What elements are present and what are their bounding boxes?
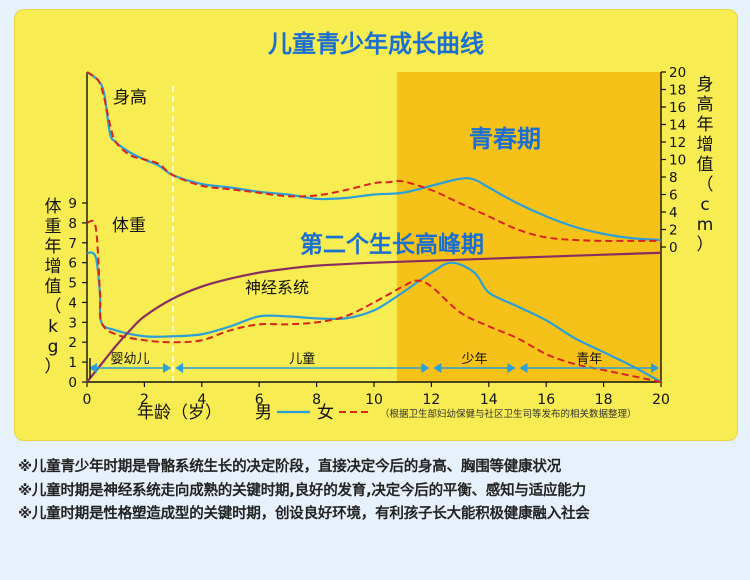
stage-arrow-left	[89, 363, 97, 373]
height-label: 身高	[113, 88, 147, 108]
x-axis-label: 年龄（岁）	[137, 403, 222, 423]
height-female-line	[86, 71, 661, 242]
y-right-label-char: ）	[697, 235, 714, 255]
y-left-tick-label: 8	[68, 216, 77, 232]
weight-label: 体重	[112, 216, 146, 236]
puberty-label: 青春期	[469, 125, 541, 153]
y-right-tick-label: 14	[669, 118, 686, 134]
y-left-label-char: （	[45, 297, 62, 317]
x-tick-label: 12	[422, 392, 440, 408]
y-right-label-char: 高	[697, 95, 714, 115]
y-right-label-char: 年	[697, 115, 714, 135]
y-right-tick-label: 4	[669, 205, 678, 221]
y-right-tick-label: 0	[669, 240, 678, 256]
y-right-tick-label: 10	[669, 153, 686, 169]
x-tick-label: 20	[652, 392, 670, 408]
y-left-tick-label: 3	[68, 315, 77, 331]
y-right-tick-label: 8	[669, 170, 678, 186]
source-note: （根据卫生部妇幼保健与社区卫生司等发布的相关数据整理）	[380, 408, 637, 420]
stage-arrow-right	[421, 363, 430, 373]
neural-label: 神经系统	[245, 278, 309, 297]
y-left-tick-label: 6	[68, 256, 77, 272]
legend-female-label: 女	[317, 403, 334, 423]
stage-arrow-left	[519, 363, 528, 373]
legend-male-label: 男	[255, 403, 272, 423]
y-left-tick-label: 7	[68, 236, 77, 252]
x-tick-label: 16	[537, 392, 555, 408]
note-3: ※儿童时期是性格塑造成型的关键时期，创设良好环境，有利孩子长大能积极健康融入社会	[18, 506, 590, 522]
y-right-tick-label: 6	[669, 188, 678, 204]
puberty-band	[396, 72, 661, 382]
y-left-tick-label: 4	[68, 295, 77, 311]
peak-label: 第二个生长高峰期	[300, 231, 484, 258]
x-tick-label: 8	[312, 392, 321, 408]
stage-label: 婴幼儿	[111, 352, 150, 367]
stage-arrow-right	[163, 363, 172, 373]
y-left-tick-label: 0	[68, 375, 77, 391]
y-left-label-char: 体	[45, 197, 62, 217]
neural-both-line	[86, 251, 662, 383]
y-right-tick-label: 16	[669, 100, 686, 116]
x-tick-label: 14	[480, 392, 498, 408]
x-tick-label: 0	[83, 392, 92, 408]
y-right-tick-label: 18	[669, 83, 686, 99]
note-2: ※儿童时期是神经系统走向成熟的关键时期,良好的发育,决定今后的平衡、感知与适应能…	[18, 482, 586, 499]
y-right-label-char: m	[697, 215, 714, 235]
stage-arrow-right	[507, 363, 516, 373]
x-tick-label: 10	[365, 392, 383, 408]
y-right-tick-label: 2	[669, 223, 678, 239]
y-right-label-char: c	[700, 195, 709, 215]
y-right-tick-label: 20	[669, 65, 686, 81]
chart-card: 儿童青少年成长曲线 0 2 4 6 8 10 12 14 16 18 20 0 1 2 3 4 5 6 7 8 9 0 2 4 6…	[14, 9, 738, 441]
y-left-tick-label: 9	[68, 196, 77, 212]
stage-arrow-left	[433, 363, 442, 373]
x-tick-label: 2	[140, 392, 149, 408]
y-left-label-char: 增	[45, 257, 62, 277]
y-left-label-char: g	[48, 337, 59, 357]
note-1: ※儿童青少年时期是骨骼系统生长的决定阶段，直接决定今后的身高、胸围等健康状况	[18, 459, 561, 475]
x-tick-label: 4	[197, 392, 206, 408]
y-right-label-char: 增	[697, 135, 714, 155]
y-right-label-char: （	[697, 175, 714, 195]
x-tick-label: 18	[595, 392, 613, 408]
y-left-tick-label: 5	[68, 276, 77, 292]
y-left-label-char: 值	[45, 277, 62, 297]
y-left-label-char: 年	[45, 237, 62, 257]
notes: ※儿童青少年时期是骨骼系统生长的决定阶段，直接决定今后的身高、胸围等健康状况 ※…	[18, 456, 743, 527]
y-left-tick-label: 1	[68, 355, 77, 371]
x-tick-label: 6	[255, 392, 264, 408]
y-right-tick-label: 12	[669, 135, 686, 151]
y-right-label-char: 身	[697, 75, 714, 95]
y-left-label-char: k	[48, 317, 58, 337]
chart-title: 儿童青少年成长曲线	[268, 30, 484, 58]
y-left-label-char: ）	[45, 357, 62, 377]
y-right-label-char: 值	[697, 155, 714, 175]
stage-label: 儿童	[289, 351, 315, 367]
y-left-tick-label: 2	[68, 335, 77, 351]
stage-arrow-right	[651, 363, 659, 373]
y-left-label-char: 重	[45, 217, 62, 237]
stage-label: 青年	[576, 352, 602, 367]
stage-arrow-left	[175, 363, 184, 373]
weight-male-line	[86, 251, 662, 383]
stage-label: 少年	[461, 352, 487, 367]
